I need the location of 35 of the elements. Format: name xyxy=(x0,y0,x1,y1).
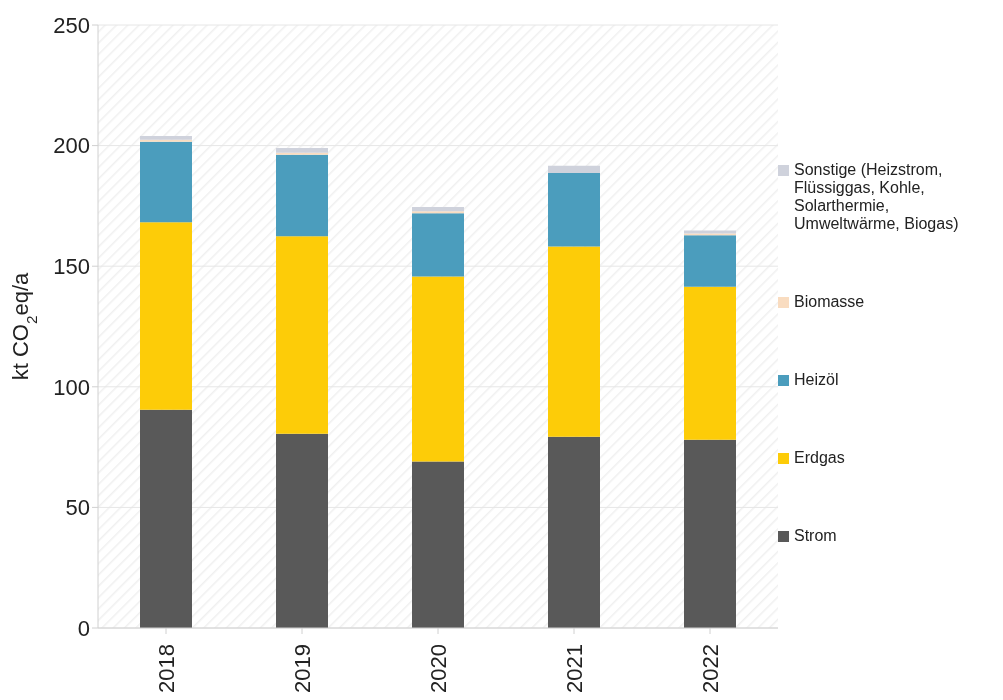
bar xyxy=(548,165,600,174)
x-tick-label: 2018 xyxy=(153,644,179,693)
bar xyxy=(684,439,736,628)
bar xyxy=(412,276,464,462)
y-tick-label: 250 xyxy=(53,12,90,38)
bar xyxy=(140,141,192,223)
bar xyxy=(548,173,600,247)
bar xyxy=(684,286,736,440)
bar xyxy=(412,461,464,628)
bar xyxy=(548,246,600,437)
bar xyxy=(548,436,600,628)
bar xyxy=(412,213,464,277)
x-tick-label: 2019 xyxy=(289,644,315,693)
bar xyxy=(276,236,328,434)
legend-label: Strom xyxy=(794,527,837,545)
legend-label: Erdgas xyxy=(794,449,845,467)
bar xyxy=(276,154,328,237)
bar xyxy=(412,207,464,212)
legend-label: Biomasse xyxy=(794,293,865,311)
legend-label: Heizöl xyxy=(794,371,839,389)
bar xyxy=(684,235,736,287)
bar xyxy=(276,433,328,628)
y-tick-label: 50 xyxy=(65,495,90,521)
bar xyxy=(276,148,328,153)
x-tick-label: 2022 xyxy=(697,644,723,693)
x-tick-label: 2021 xyxy=(561,644,587,693)
y-tick-label: 200 xyxy=(53,133,90,159)
bar xyxy=(140,222,192,410)
y-tick-label: 150 xyxy=(53,254,90,280)
x-tick-label: 2020 xyxy=(425,644,451,693)
legend-label: Sonstige (Heizstrom, Flüssiggas, Kohle, Solarthermie, Umweltwärme, Biogas) xyxy=(794,161,960,233)
bar xyxy=(140,409,192,628)
bar xyxy=(140,135,192,140)
y-tick-label: 100 xyxy=(53,374,90,400)
y-tick-label: 0 xyxy=(77,615,90,641)
